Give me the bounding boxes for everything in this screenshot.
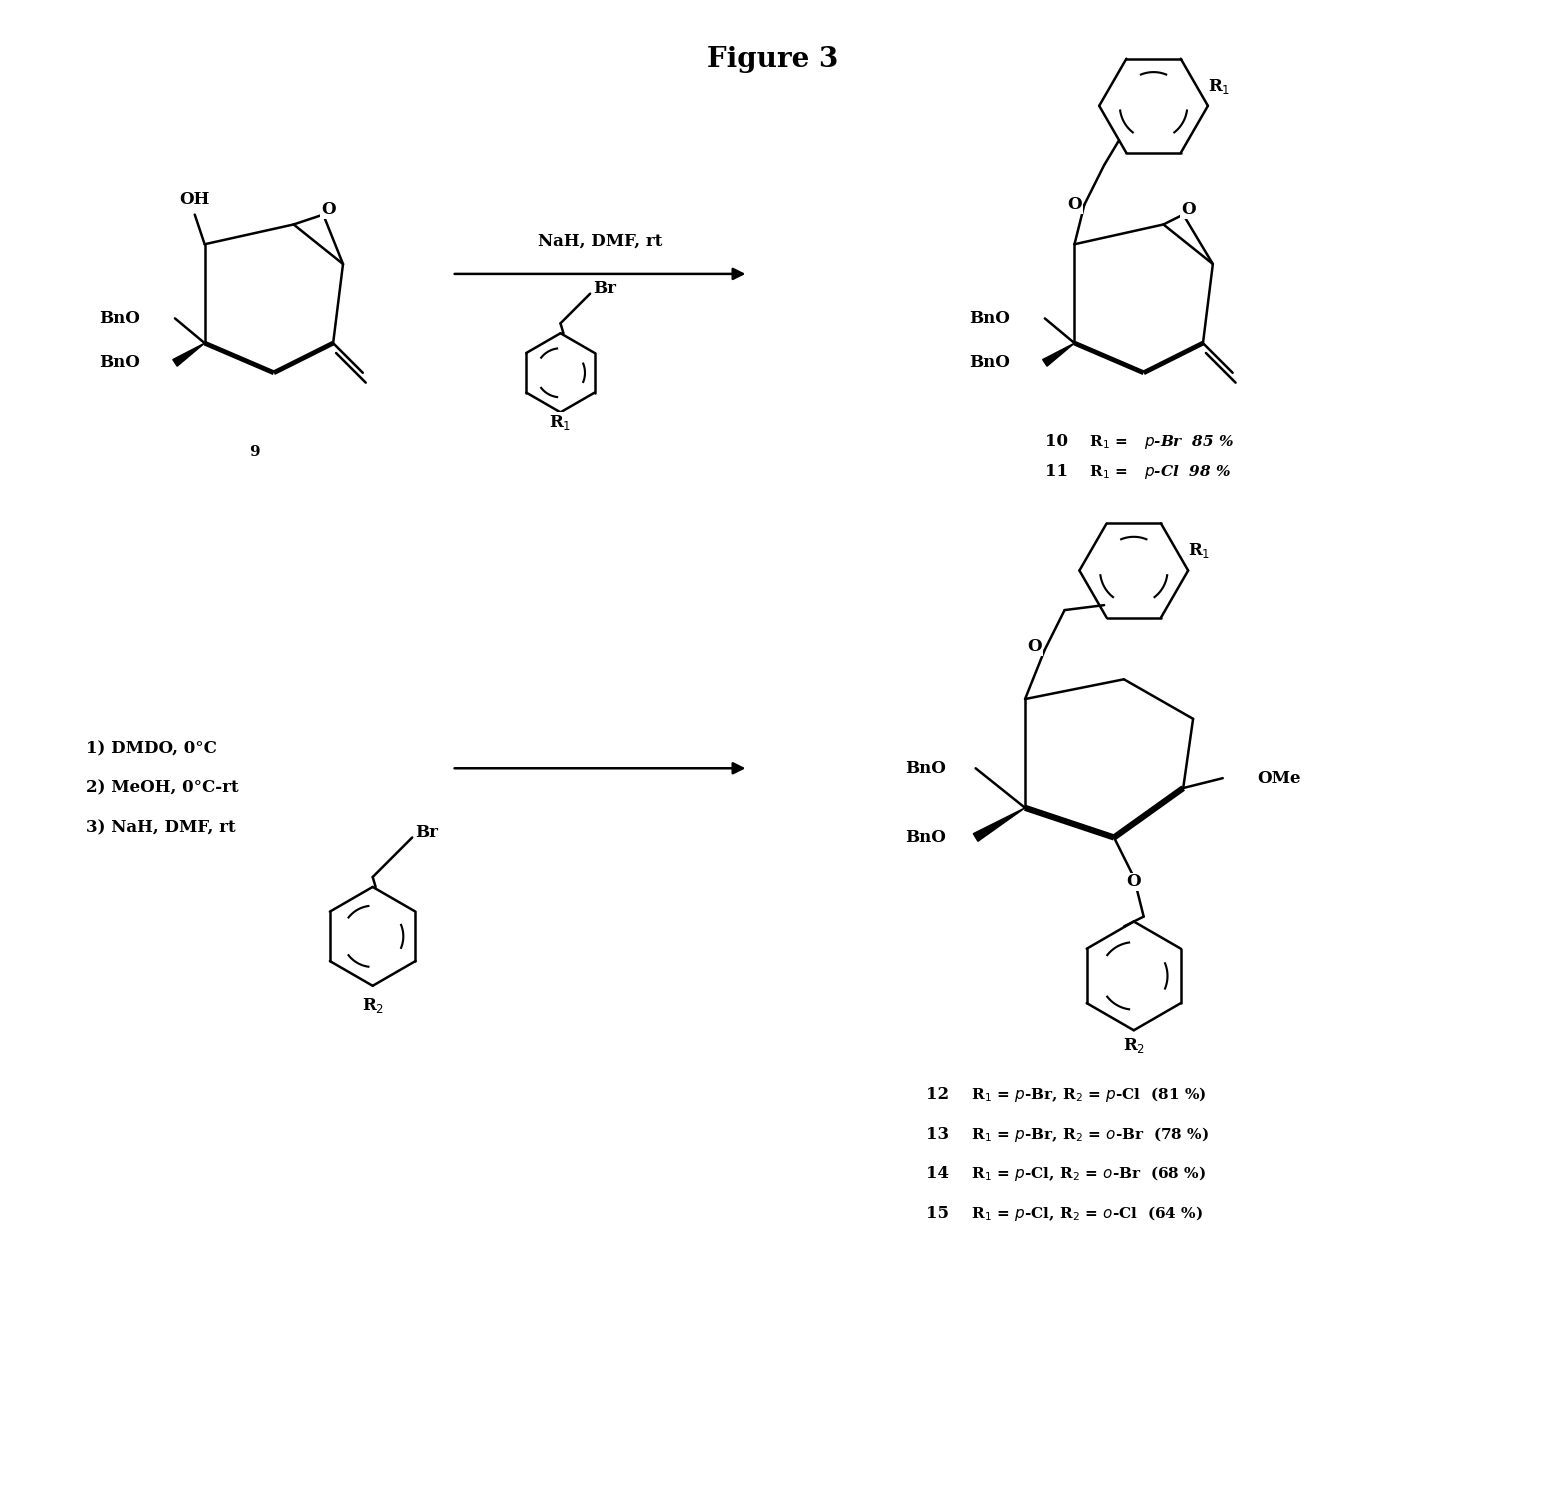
Text: BnO: BnO	[969, 355, 1010, 371]
Text: $p$-Cl  98 %: $p$-Cl 98 %	[1144, 463, 1231, 481]
Text: R$_1$ =: R$_1$ =	[1084, 463, 1130, 481]
Text: R$_1$: R$_1$	[1207, 76, 1231, 96]
Text: R$_1$ = $p$-Br, R$_2$ = $o$-Br  (78 %): R$_1$ = $p$-Br, R$_2$ = $o$-Br (78 %)	[966, 1124, 1209, 1144]
Polygon shape	[974, 808, 1025, 841]
Text: R$_2$: R$_2$	[1122, 1036, 1146, 1054]
Text: R$_1$: R$_1$	[549, 413, 572, 431]
Text: O: O	[322, 201, 335, 219]
Text: 15: 15	[926, 1205, 949, 1222]
Text: NaH, DMF, rt: NaH, DMF, rt	[538, 232, 662, 249]
Text: BnO: BnO	[904, 829, 946, 846]
Text: O: O	[1028, 638, 1042, 656]
Text: 14: 14	[926, 1165, 949, 1183]
Text: O: O	[1181, 201, 1195, 219]
Text: 11: 11	[1045, 463, 1068, 481]
Text: 3) NaH, DMF, rt: 3) NaH, DMF, rt	[87, 819, 235, 837]
Text: 1) DMDO, 0°C: 1) DMDO, 0°C	[87, 740, 216, 757]
Text: BnO: BnO	[969, 310, 1010, 326]
Text: R$_1$: R$_1$	[1189, 542, 1211, 560]
Text: R$_1$ = $p$-Br, R$_2$ = $p$-Cl  (81 %): R$_1$ = $p$-Br, R$_2$ = $p$-Cl (81 %)	[966, 1085, 1206, 1105]
Text: $p$-Br  85 %: $p$-Br 85 %	[1144, 433, 1234, 451]
Polygon shape	[173, 343, 204, 367]
Text: 10: 10	[1045, 434, 1068, 451]
Text: BnO: BnO	[99, 310, 141, 326]
Text: 9: 9	[249, 445, 260, 460]
Text: R$_1$ =: R$_1$ =	[1084, 433, 1130, 451]
Text: 13: 13	[926, 1126, 949, 1142]
Text: OH: OH	[179, 192, 210, 208]
Text: Br: Br	[416, 823, 439, 841]
Text: 2) MeOH, 0°C-rt: 2) MeOH, 0°C-rt	[87, 780, 238, 796]
Text: Figure 3: Figure 3	[708, 46, 838, 73]
Text: Br: Br	[594, 280, 617, 298]
Text: BnO: BnO	[99, 355, 141, 371]
Text: O: O	[1067, 196, 1082, 213]
Polygon shape	[1042, 343, 1074, 367]
Text: O: O	[1127, 873, 1141, 891]
Text: OMe: OMe	[1257, 769, 1300, 786]
Text: R$_2$: R$_2$	[362, 996, 383, 1015]
Text: R$_1$ = $p$-Cl, R$_2$ = $o$-Cl  (64 %): R$_1$ = $p$-Cl, R$_2$ = $o$-Cl (64 %)	[966, 1204, 1203, 1223]
Text: BnO: BnO	[904, 760, 946, 777]
Text: 12: 12	[926, 1085, 949, 1103]
Text: R$_1$ = $p$-Cl, R$_2$ = $o$-Br  (68 %): R$_1$ = $p$-Cl, R$_2$ = $o$-Br (68 %)	[966, 1165, 1206, 1183]
